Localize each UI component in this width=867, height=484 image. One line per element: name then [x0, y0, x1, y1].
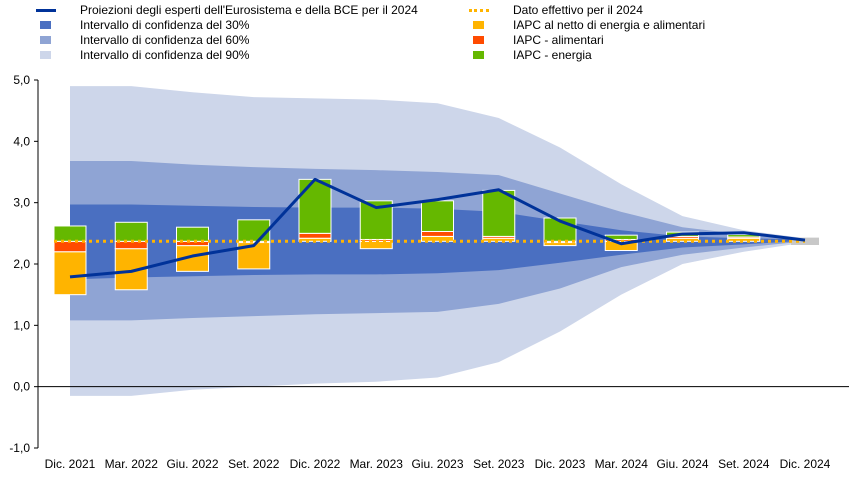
legend-swatch — [473, 21, 484, 29]
legend-label: Intervallo di confidenza del 90% — [80, 48, 250, 62]
y-tick-label: 4,0 — [13, 134, 30, 148]
bar-core-0 — [53, 251, 87, 296]
x-tick-label: Giu. 2024 — [656, 457, 708, 471]
legend-label: Intervallo di confidenza del 30% — [80, 18, 250, 32]
legend-swatch — [40, 21, 51, 29]
y-tick-label: 5,0 — [13, 73, 30, 87]
legend-label: Proiezioni degli esperti dell'Eurosistem… — [80, 3, 418, 17]
x-tick-label: Set. 2024 — [718, 457, 770, 471]
legend-swatch — [36, 9, 56, 12]
bar-food-0 — [53, 240, 87, 253]
bar-energy-6 — [421, 200, 454, 232]
x-tick-label: Mar. 2024 — [595, 457, 649, 471]
legend-swatch — [473, 36, 484, 44]
x-tick-label: Dic. 2024 — [780, 457, 831, 471]
bar-energy-1 — [114, 221, 148, 242]
legend-label: Dato effettivo per il 2024 — [513, 3, 643, 17]
x-tick-label: Giu. 2023 — [411, 457, 463, 471]
bar-energy-0 — [53, 225, 87, 242]
x-tick-label: Mar. 2022 — [105, 457, 159, 471]
y-tick-label: 3,0 — [13, 196, 30, 210]
x-tick-label: Dic. 2023 — [535, 457, 586, 471]
y-tick-label: 0,0 — [13, 380, 30, 394]
x-tick-label: Set. 2023 — [473, 457, 525, 471]
x-tick-label: Dic. 2021 — [45, 457, 96, 471]
legend-swatch — [473, 51, 484, 59]
legend-label: IAPC - alimentari — [513, 33, 604, 47]
y-tick-label: 1,0 — [13, 318, 30, 332]
bar-energy-4 — [298, 178, 332, 234]
bar-food-6 — [421, 230, 454, 237]
end-cap-marker — [791, 237, 819, 245]
x-tick-label: Giu. 2022 — [166, 457, 218, 471]
legend-swatch — [469, 9, 489, 12]
bar-energy-7 — [482, 189, 516, 237]
x-tick-label: Mar. 2023 — [350, 457, 404, 471]
bar-energy-3 — [237, 219, 271, 242]
legend-label: IAPC - energia — [513, 48, 592, 62]
x-tick-label: Dic. 2022 — [290, 457, 341, 471]
legend-label: Intervallo di confidenza del 60% — [80, 33, 250, 47]
bar-food-4 — [298, 232, 332, 239]
x-tick-label: Set. 2022 — [228, 457, 280, 471]
legend-swatch — [40, 51, 51, 59]
legend-label: IAPC al netto di energia e alimentari — [513, 18, 706, 32]
y-tick-label: 2,0 — [13, 257, 30, 271]
projection-line — [69, 177, 806, 279]
bar-energy-2 — [176, 226, 209, 242]
legend-swatch — [40, 36, 51, 44]
y-tick-label: -1,0 — [9, 441, 30, 455]
